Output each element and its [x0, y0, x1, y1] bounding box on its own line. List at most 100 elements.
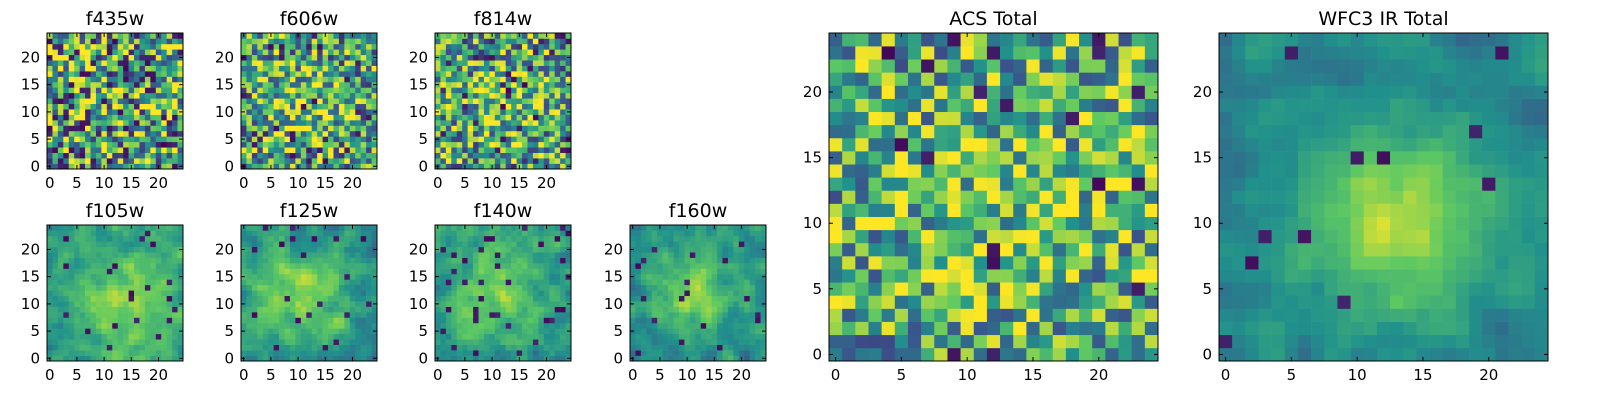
heatmap-cell — [662, 306, 669, 313]
heatmap-cell — [494, 125, 501, 132]
heatmap-cell — [549, 103, 555, 110]
heatmap-cell — [112, 284, 119, 291]
heatmap-cell — [344, 301, 351, 307]
heatmap-cell — [522, 257, 528, 264]
heatmap-cell — [300, 71, 307, 77]
heatmap-cell — [646, 322, 653, 329]
heatmap-cell — [630, 350, 636, 356]
heatmap-cell — [139, 355, 146, 362]
heatmap-cell — [63, 312, 70, 318]
heatmap-cell — [478, 241, 485, 248]
heatmap-cell — [700, 312, 707, 318]
heatmap-cell — [554, 328, 561, 335]
heatmap-cell — [355, 92, 361, 99]
heatmap-cell — [689, 317, 696, 324]
heatmap-cell — [560, 279, 566, 286]
heatmap-cell — [366, 295, 372, 302]
heatmap-cell — [483, 241, 490, 248]
heatmap-cell — [467, 60, 474, 66]
heatmap-cell — [527, 317, 534, 324]
heatmap-cell — [112, 109, 119, 115]
heatmap-cell — [532, 71, 539, 77]
heatmap-cell — [139, 263, 146, 269]
heatmap-cell — [855, 256, 869, 270]
heatmap-cell — [673, 322, 680, 329]
heatmap-cell — [549, 125, 555, 132]
heatmap-cell — [445, 163, 452, 170]
heatmap-cell — [543, 301, 550, 307]
heatmap-cell — [166, 322, 173, 329]
heatmap-cell — [445, 152, 452, 159]
heatmap-cell — [560, 65, 566, 72]
heatmap-cell — [522, 328, 528, 335]
heatmap-cell — [279, 81, 285, 88]
heatmap-cell — [855, 334, 869, 349]
heatmap-cell — [1000, 308, 1014, 322]
heatmap-cell — [344, 339, 351, 345]
heatmap-cell — [462, 263, 468, 269]
heatmap-cell — [251, 279, 258, 286]
heatmap-cell — [907, 242, 922, 257]
heatmap-cell — [868, 308, 882, 322]
heatmap-cell — [257, 279, 264, 286]
heatmap-cell — [456, 306, 463, 313]
heatmap-cell — [500, 114, 507, 121]
heatmap-cell — [538, 344, 545, 351]
heatmap-cell — [68, 241, 75, 248]
heatmap-cell — [295, 279, 302, 286]
heatmap-cell — [251, 33, 258, 39]
heatmap-cell — [371, 306, 378, 313]
heatmap-cell — [478, 92, 485, 99]
heatmap-cell — [166, 268, 173, 275]
heatmap-cell — [483, 344, 490, 351]
y-tick-label: 0 — [30, 157, 40, 175]
heatmap-cell — [651, 333, 658, 340]
heatmap-cell — [300, 141, 307, 148]
heatmap-cell — [560, 109, 566, 115]
heatmap-cell — [273, 344, 280, 351]
heatmap-cell — [489, 252, 496, 258]
heatmap-cell — [328, 49, 334, 56]
heatmap-cell — [246, 114, 253, 121]
heatmap-cell — [435, 87, 441, 94]
heatmap-cell — [646, 306, 653, 313]
heatmap-cell — [101, 339, 108, 345]
heatmap-cell — [52, 235, 59, 242]
heatmap-cell — [134, 125, 140, 132]
heatmap-cell — [478, 114, 485, 121]
heatmap-cell — [733, 301, 740, 307]
heatmap-cell — [273, 235, 280, 242]
heatmap-cell — [478, 344, 485, 351]
heatmap-cell — [52, 98, 59, 105]
heatmap-cell — [57, 284, 64, 291]
heatmap-cell — [505, 301, 512, 307]
heatmap-cell — [755, 306, 761, 313]
heatmap-cell — [306, 246, 313, 253]
heatmap-cell — [1026, 216, 1040, 231]
heatmap-cell — [355, 136, 361, 143]
heatmap-cell — [306, 279, 313, 286]
heatmap-cell — [349, 147, 356, 153]
heatmap-cell — [440, 54, 447, 61]
heatmap-cell — [516, 81, 523, 88]
heatmap-cell — [134, 92, 140, 99]
heatmap-cell — [241, 49, 247, 56]
heatmap-cell — [251, 252, 258, 258]
heatmap-cell — [440, 130, 447, 137]
heatmap-cell — [1039, 308, 1054, 322]
x-tick-label: 10 — [95, 174, 114, 192]
heatmap-cell — [112, 76, 119, 83]
heatmap-cell — [117, 92, 124, 99]
heatmap-cell — [549, 76, 555, 83]
heatmap-cell — [112, 279, 119, 286]
heatmap-cell — [74, 328, 80, 335]
heatmap-cell — [727, 301, 734, 307]
heatmap-cell — [134, 103, 140, 110]
heatmap-cell — [516, 263, 523, 269]
heatmap-cell — [445, 246, 452, 253]
heatmap-cell — [522, 136, 528, 143]
heatmap-cell — [1092, 334, 1106, 349]
heatmap-cell — [366, 241, 372, 248]
heatmap-cell — [355, 355, 361, 362]
heatmap-cell — [435, 263, 441, 269]
